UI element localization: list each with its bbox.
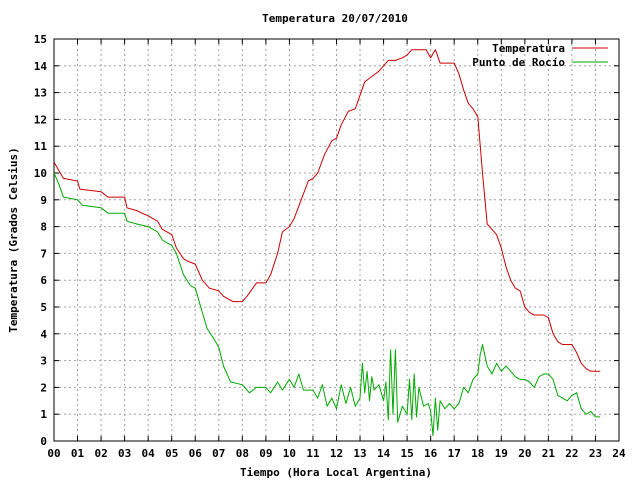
series-line-temperatura	[53, 49, 601, 372]
y-tick-label: 11	[34, 140, 48, 153]
x-tick-label: 22	[565, 447, 578, 460]
legend-label-temperatura: Temperatura	[492, 42, 565, 55]
x-tick-label: 17	[448, 447, 461, 460]
legend: Temperatura Punto de Rocío	[472, 42, 608, 69]
x-tick-label: 01	[71, 447, 85, 460]
x-tick-label: 21	[542, 447, 556, 460]
x-tick-label: 23	[589, 447, 602, 460]
x-tick-label: 05	[165, 447, 178, 460]
x-tick-label: 10	[283, 447, 296, 460]
y-tick-label: 12	[34, 113, 47, 126]
x-tick-label: 04	[142, 447, 156, 460]
series-lines	[53, 49, 601, 437]
y-tick-label: 5	[40, 301, 47, 314]
y-tick-label: 13	[34, 87, 47, 100]
x-tick-label: 14	[377, 447, 391, 460]
x-tick-label: 13	[353, 447, 366, 460]
x-tick-label: 07	[212, 447, 225, 460]
legend-label-punto-de-rocio: Punto de Rocío	[472, 56, 565, 69]
series-line-punto-de-rocio	[53, 172, 601, 437]
y-axis-label: Temperatura (Grados Celsius)	[7, 147, 20, 332]
x-axis-ticks: 00 01 02 03 04 05 06 07 08 09 10 11 12 13 14 15 16 17 18 19…	[47, 39, 626, 460]
x-tick-label: 24	[612, 447, 626, 460]
x-tick-label: 20	[518, 447, 531, 460]
y-tick-label: 8	[40, 221, 47, 234]
x-tick-label: 16	[424, 447, 438, 460]
x-tick-label: 18	[471, 447, 484, 460]
x-tick-label: 00	[47, 447, 60, 460]
x-tick-label: 12	[330, 447, 343, 460]
y-tick-label: 6	[40, 274, 47, 287]
y-tick-label: 1	[40, 408, 47, 421]
x-axis-label: Tiempo (Hora Local Argentina)	[240, 466, 432, 479]
x-tick-label: 03	[118, 447, 131, 460]
y-tick-label: 9	[40, 194, 47, 207]
chart-title: Temperatura 20/07/2010	[262, 12, 408, 25]
y-tick-label: 15	[34, 33, 47, 46]
y-tick-label: 10	[34, 167, 47, 180]
x-tick-label: 15	[401, 447, 414, 460]
y-tick-label: 2	[40, 381, 47, 394]
y-tick-label: 7	[40, 247, 47, 260]
x-tick-label: 09	[259, 447, 272, 460]
x-tick-label: 06	[189, 447, 203, 460]
x-tick-label: 08	[236, 447, 249, 460]
grid	[54, 39, 619, 441]
x-tick-label: 02	[94, 447, 107, 460]
y-tick-label: 0	[40, 435, 47, 448]
y-tick-label: 4	[40, 328, 47, 341]
x-tick-label: 19	[495, 447, 508, 460]
x-tick-label: 11	[306, 447, 320, 460]
y-tick-label: 14	[34, 60, 48, 73]
y-tick-label: 3	[40, 355, 47, 368]
